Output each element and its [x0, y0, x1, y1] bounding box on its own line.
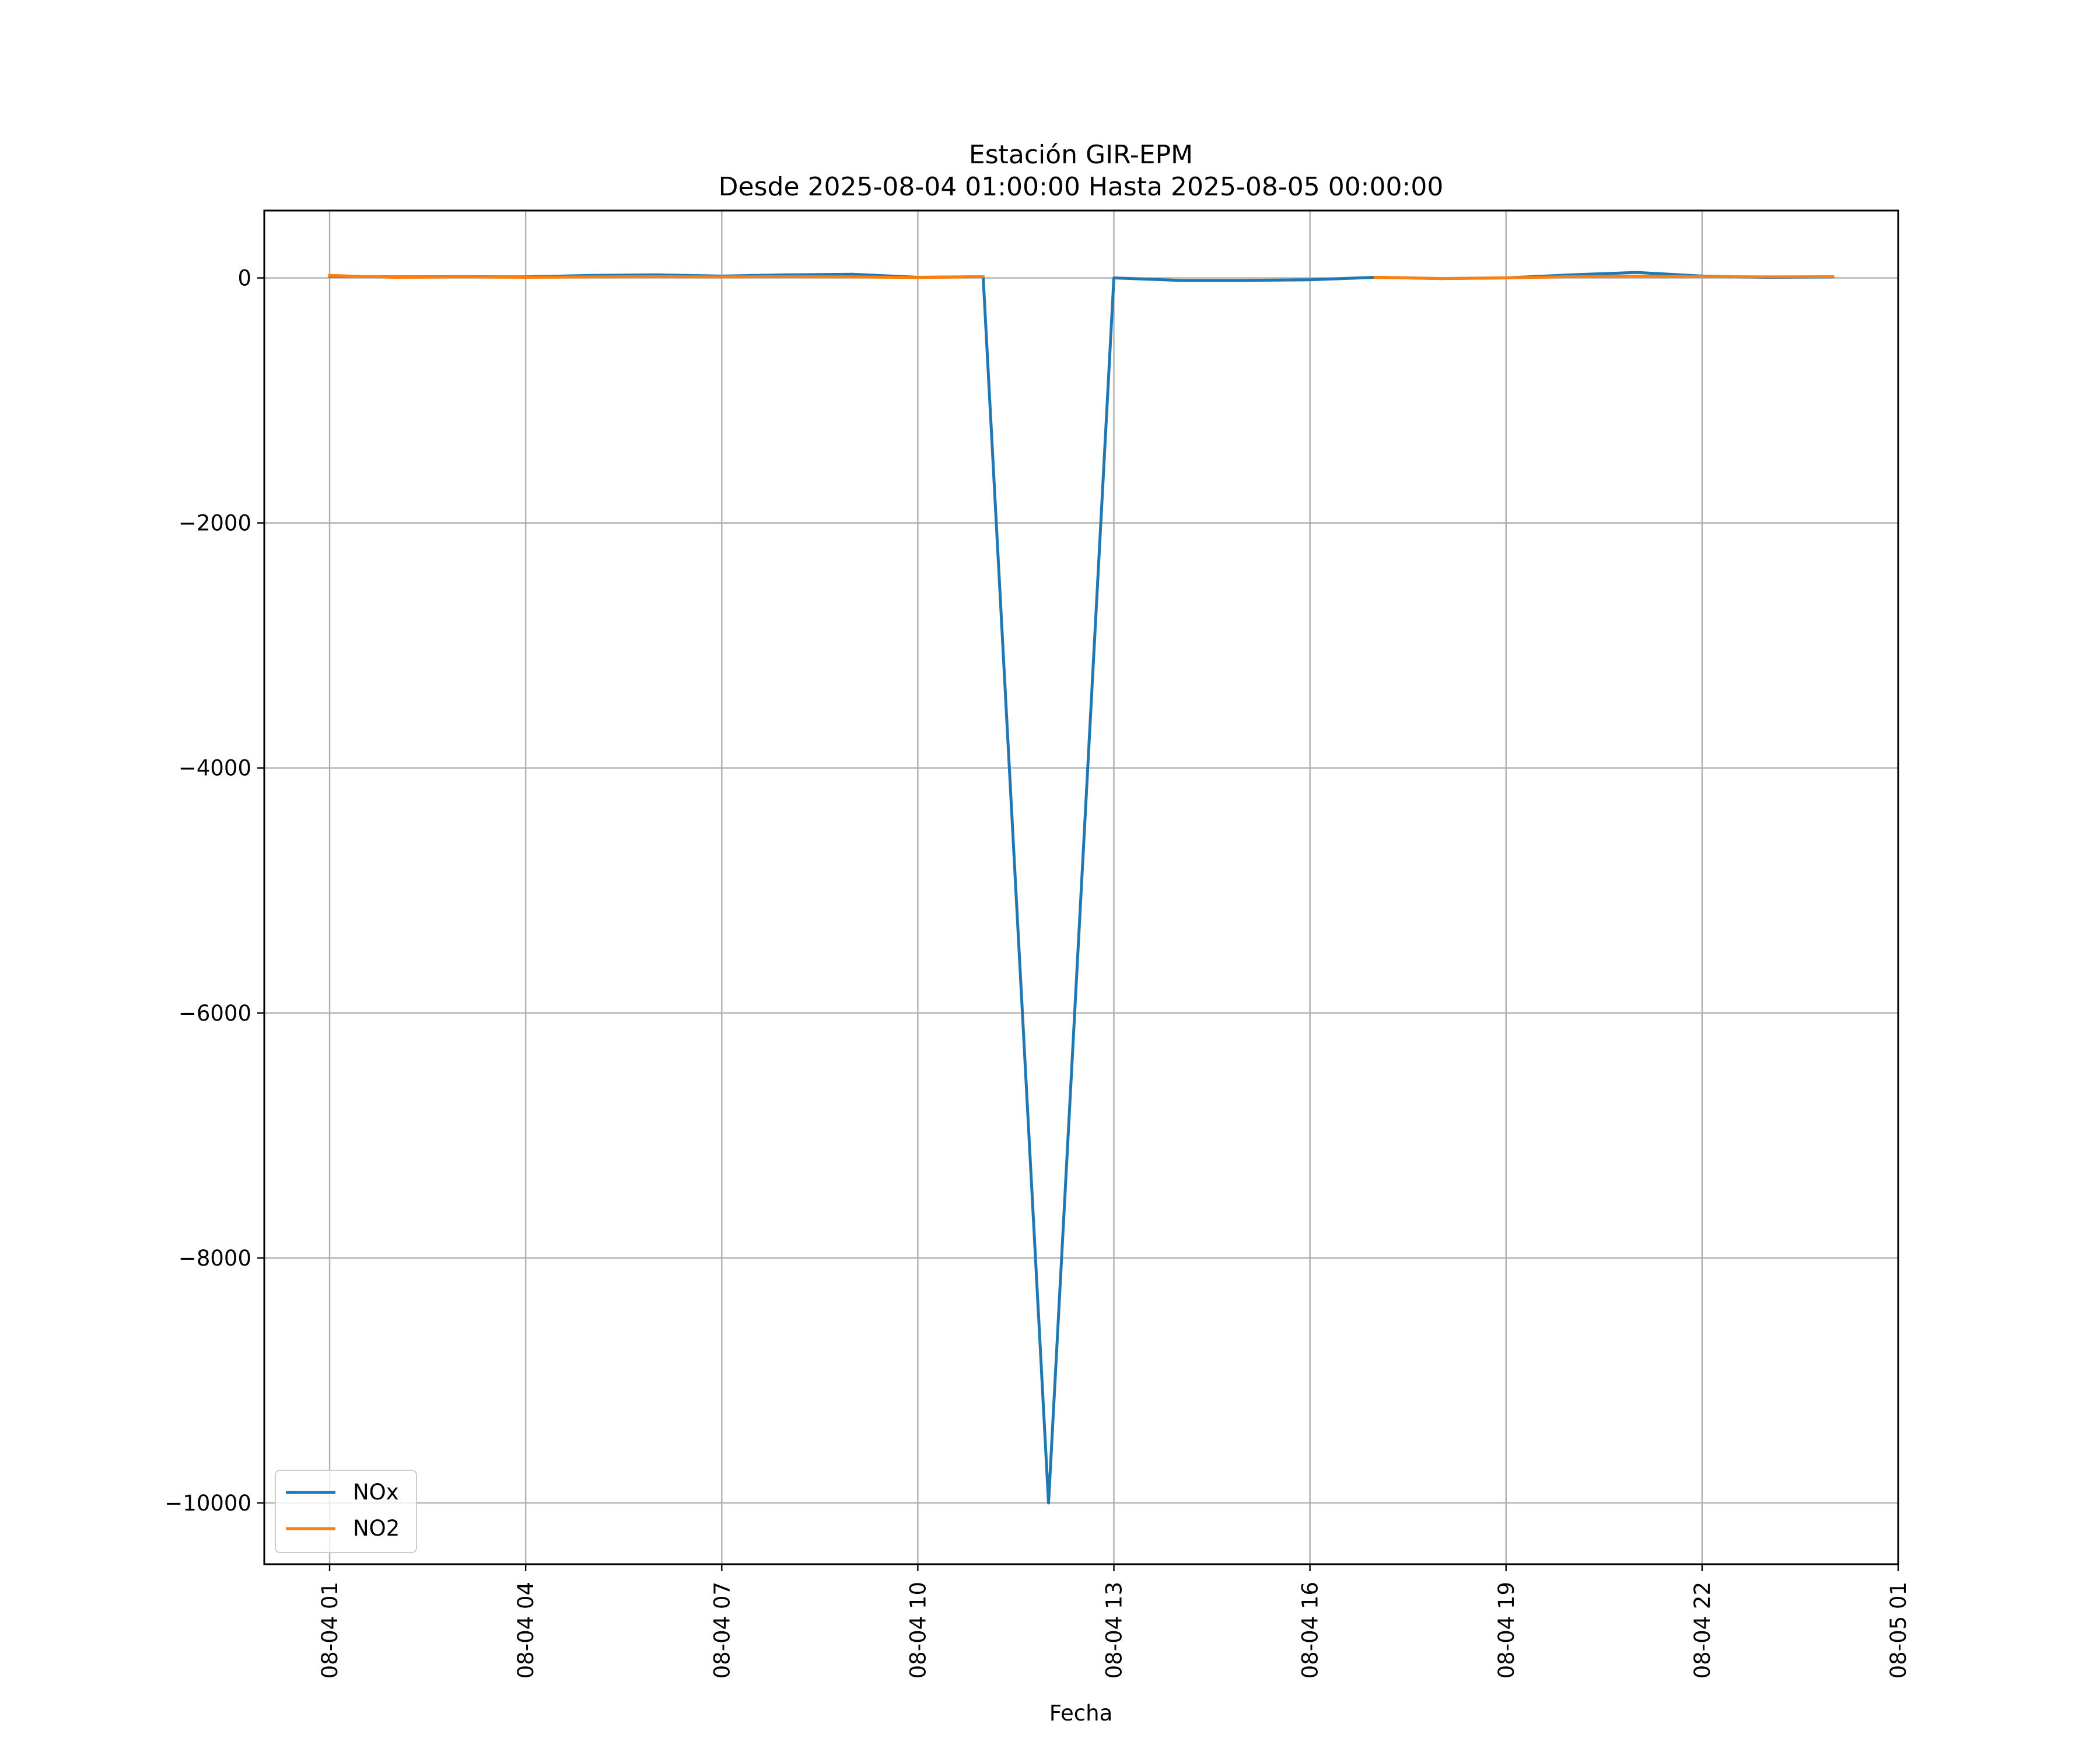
chart-subtitle: Desde 2025-08-04 01:00:00 Hasta 2025-08-… — [719, 172, 1444, 202]
y-tick-labels: 0 −2000 −4000 −6000 −8000 −10000 — [164, 266, 251, 1516]
y-tick-label: −6000 — [178, 1001, 251, 1026]
y-tick-label: −2000 — [178, 511, 251, 536]
x-tick-labels: 08-04 01 08-04 04 08-04 07 08-04 10 08-04 13… — [317, 1582, 1911, 1679]
y-tick-label: −10000 — [164, 1491, 251, 1516]
legend-label-no2: NO2 — [353, 1516, 400, 1541]
series-line-no2 — [328, 274, 985, 279]
x-tick-label: 08-04 13 — [1102, 1582, 1127, 1679]
y-tick-label: −4000 — [178, 756, 251, 781]
x-tick-label: 08-04 16 — [1298, 1582, 1323, 1679]
axis-ticks — [257, 277, 1899, 1571]
series-lines — [328, 271, 1835, 1505]
legend-box — [275, 1470, 417, 1553]
x-axis-label: Fecha — [1049, 1701, 1113, 1726]
chart-title: Estación GIR-EPM — [969, 140, 1193, 170]
legend-label-nox: NOx — [353, 1480, 399, 1505]
plot-frame — [263, 209, 1899, 1565]
y-tick-label: 0 — [237, 266, 251, 291]
x-tick-label: 08-04 07 — [709, 1582, 734, 1679]
x-tick-label: 08-04 01 — [317, 1582, 342, 1679]
legend: NOx NO2 — [275, 1470, 417, 1553]
x-tick-label: 08-04 22 — [1690, 1582, 1715, 1679]
x-tick-label: 08-04 04 — [513, 1582, 538, 1679]
x-tick-label: 08-04 19 — [1494, 1582, 1519, 1679]
series-line-no2 — [1374, 274, 1835, 281]
y-tick-label: −8000 — [178, 1246, 251, 1271]
x-tick-label: 08-04 10 — [905, 1582, 930, 1679]
x-tick-label: 08-05 01 — [1886, 1582, 1911, 1679]
